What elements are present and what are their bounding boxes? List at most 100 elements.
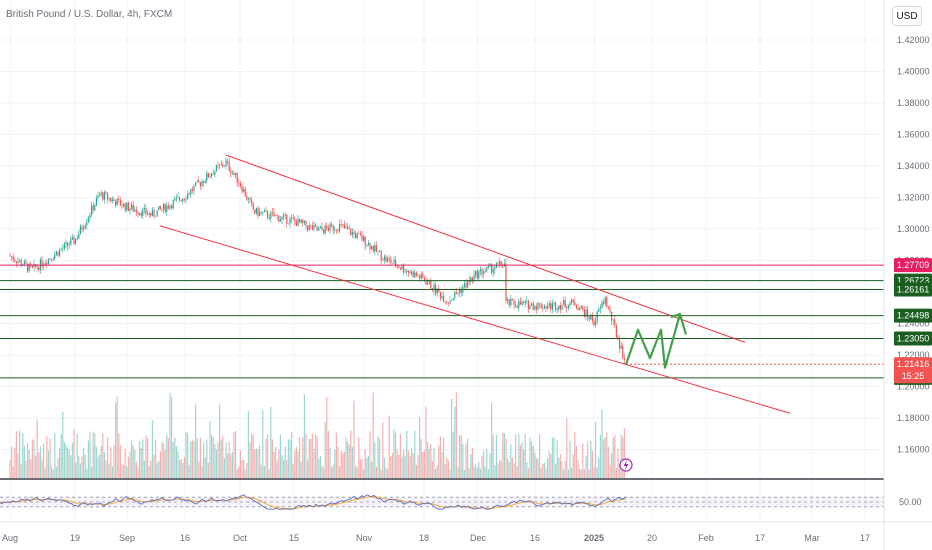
candle-body: [582, 306, 584, 310]
candle-body: [494, 267, 496, 270]
candle-body: [323, 229, 325, 233]
candle-body: [70, 239, 72, 246]
candle-body: [227, 160, 229, 162]
volume-bar: [521, 442, 523, 478]
volume-bar: [435, 468, 437, 478]
candle-body: [246, 196, 248, 200]
volume-bar: [499, 459, 501, 478]
candle-body: [14, 259, 16, 262]
volume-bar: [550, 454, 552, 478]
volume-bar: [135, 461, 137, 478]
volume-bar: [68, 449, 70, 478]
volume-bar: [247, 410, 249, 478]
candle-body: [60, 249, 62, 250]
volume-bar: [555, 464, 557, 478]
candle-body: [500, 261, 502, 266]
candle-body: [481, 269, 483, 275]
candle-body: [316, 226, 318, 231]
candle-body: [123, 203, 125, 207]
volume-bar: [102, 433, 104, 478]
volume-bar: [363, 469, 365, 478]
price-tick-label: 1.40000: [897, 67, 930, 77]
candle-body: [270, 212, 272, 219]
candle-body: [99, 194, 101, 197]
channel-lower-line[interactable]: [159, 225, 791, 414]
volume-bar: [227, 453, 229, 478]
volume-bar: [491, 402, 493, 478]
volume-bar: [231, 452, 233, 478]
candle-body: [620, 346, 622, 349]
candle-body: [547, 306, 549, 309]
candle-body: [241, 186, 243, 192]
candle-body: [110, 198, 112, 202]
candle-body: [185, 199, 187, 200]
volume-bar: [73, 429, 75, 478]
candle-body: [158, 206, 160, 211]
candle-body: [531, 303, 533, 306]
volume-bar: [497, 463, 499, 478]
volume-bar: [372, 392, 374, 478]
volume-bar: [395, 432, 397, 478]
volume-bar: [132, 445, 134, 478]
volume-bar: [25, 461, 27, 478]
volume-bar: [243, 460, 245, 478]
volume-bar: [196, 438, 198, 478]
volume-bar: [299, 437, 301, 478]
volume-bar: [172, 441, 174, 478]
volume-bar: [155, 440, 157, 478]
candle-body: [356, 233, 358, 238]
candle-body: [68, 245, 70, 246]
volume-bar: [134, 450, 136, 478]
candle-body: [457, 292, 459, 294]
candle-body: [340, 223, 342, 225]
candle-body: [505, 263, 507, 301]
projection-path[interactable]: [624, 313, 682, 369]
candle-body: [518, 301, 520, 308]
volume-bar: [513, 463, 515, 478]
volume-bar: [83, 447, 85, 478]
volume-bar: [393, 429, 395, 478]
volume-bar: [15, 431, 17, 478]
candle-body: [361, 235, 363, 241]
candle-body: [195, 182, 197, 186]
volume-bar: [307, 459, 309, 478]
volume-bar: [239, 450, 241, 478]
candle-body: [238, 182, 240, 184]
volume-bar: [599, 434, 601, 478]
candle-body: [17, 261, 19, 263]
candle-body: [143, 208, 145, 210]
volume-bar: [620, 434, 622, 478]
volume-bar: [441, 451, 443, 478]
volume-bar: [17, 453, 19, 478]
volume-bar: [489, 452, 491, 478]
candle-body: [131, 204, 133, 209]
candle-body: [31, 265, 33, 268]
time-axis-label: Mar: [804, 533, 820, 543]
candle-body: [9, 255, 11, 257]
volume-bar: [359, 459, 361, 478]
candle-body: [244, 188, 246, 197]
candle-body: [412, 271, 414, 278]
volume-bar: [486, 448, 488, 478]
volume-bar: [609, 464, 611, 478]
currency-button[interactable]: USD: [892, 6, 922, 26]
volume-bar: [283, 459, 285, 478]
candle-body: [619, 339, 621, 349]
candle-body: [353, 232, 355, 234]
candle-body: [479, 269, 481, 272]
candle-body: [559, 305, 561, 310]
candle-body: [539, 303, 541, 304]
candle-body: [251, 199, 253, 204]
volume-bar: [492, 434, 494, 478]
candle-body: [372, 246, 374, 252]
volume-bar: [366, 458, 368, 478]
volume-bar: [140, 448, 142, 478]
candle-body: [428, 280, 430, 284]
candle-body: [44, 263, 46, 266]
volume-bar: [420, 439, 422, 478]
channel-upper-line[interactable]: [225, 154, 746, 343]
candle-body: [521, 301, 523, 305]
candle-body: [425, 280, 427, 285]
volume-bar: [446, 457, 448, 478]
